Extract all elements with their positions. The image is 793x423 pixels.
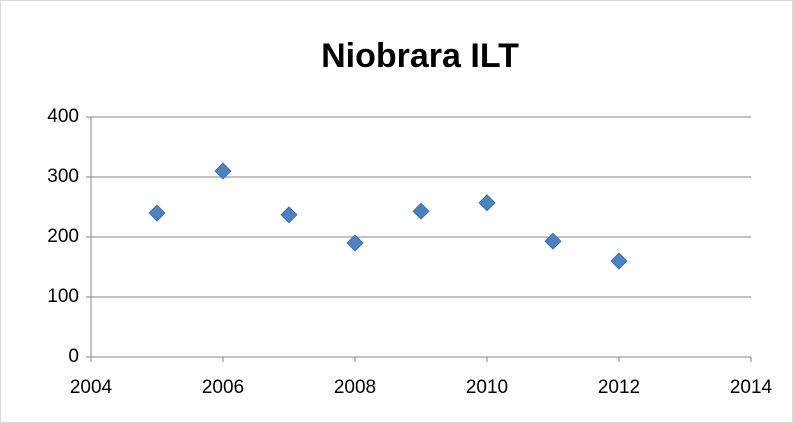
point — [478, 194, 496, 212]
y-tick-label: 200 — [47, 226, 79, 247]
x-tick-label: 2006 — [202, 377, 244, 398]
point — [544, 232, 562, 250]
x-tick-label: 2012 — [598, 377, 640, 398]
x-tick-label: 2014 — [730, 377, 773, 398]
y-tick-label: 100 — [47, 286, 79, 307]
x-tick-label: 2004 — [70, 377, 113, 398]
y-tick-label: 300 — [47, 166, 79, 187]
y-tick-label: 400 — [47, 106, 79, 127]
chart-title: Niobrara ILT — [321, 37, 519, 75]
point — [412, 202, 430, 220]
y-tick-label: 0 — [68, 346, 79, 367]
x-tick-label: 2008 — [334, 377, 376, 398]
point — [148, 204, 166, 222]
x-tick-label: 2010 — [466, 377, 508, 398]
point — [610, 252, 628, 270]
point — [346, 234, 364, 252]
point — [280, 206, 298, 224]
point — [214, 162, 232, 180]
